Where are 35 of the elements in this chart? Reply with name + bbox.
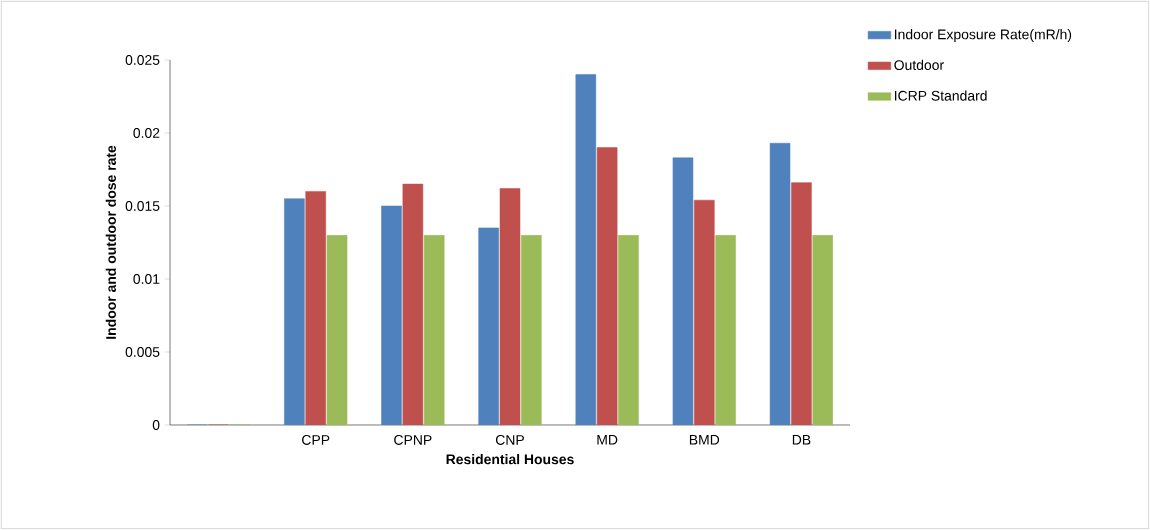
x-tick-label: BMD bbox=[689, 435, 720, 445]
y-tick-label: 0 bbox=[152, 420, 160, 430]
x-tick-label: MD bbox=[597, 435, 618, 445]
bar bbox=[715, 234, 736, 425]
x-tick-label: CPP bbox=[302, 435, 330, 445]
x-tick-label: DB bbox=[792, 435, 811, 445]
bar bbox=[596, 147, 618, 425]
x-tick-label: CNP bbox=[495, 435, 524, 445]
y-axis-title: Indoor and outdoor dose rate bbox=[105, 145, 116, 339]
bar bbox=[305, 191, 326, 425]
y-tick-label: 0.01 bbox=[133, 274, 160, 284]
bar bbox=[423, 234, 445, 425]
bar bbox=[521, 234, 542, 425]
bar bbox=[812, 234, 834, 425]
bar bbox=[402, 183, 424, 425]
bar bbox=[478, 227, 499, 425]
bar bbox=[694, 199, 715, 425]
bar bbox=[284, 198, 305, 425]
bar bbox=[672, 157, 694, 425]
y-tick-label: 0.005 bbox=[125, 347, 160, 357]
y-tick-label: 0.025 bbox=[125, 55, 160, 65]
y-tick-label: 0.02 bbox=[133, 128, 160, 138]
legend-label: ICRP Standard bbox=[895, 90, 987, 101]
legend-label: Outdoor bbox=[894, 59, 944, 71]
bar bbox=[499, 188, 521, 425]
bar bbox=[769, 142, 791, 425]
bar bbox=[618, 234, 639, 425]
x-axis-title: Residential Houses bbox=[446, 454, 574, 465]
legend-label: Indoor Exposure Rate(mR/h) bbox=[895, 29, 1072, 43]
bar bbox=[381, 205, 402, 425]
bar bbox=[791, 182, 812, 425]
y-tick-label: 0.015 bbox=[125, 201, 160, 211]
bar bbox=[575, 74, 597, 425]
bar bbox=[326, 234, 348, 425]
x-tick-label: CPNP bbox=[394, 435, 432, 445]
